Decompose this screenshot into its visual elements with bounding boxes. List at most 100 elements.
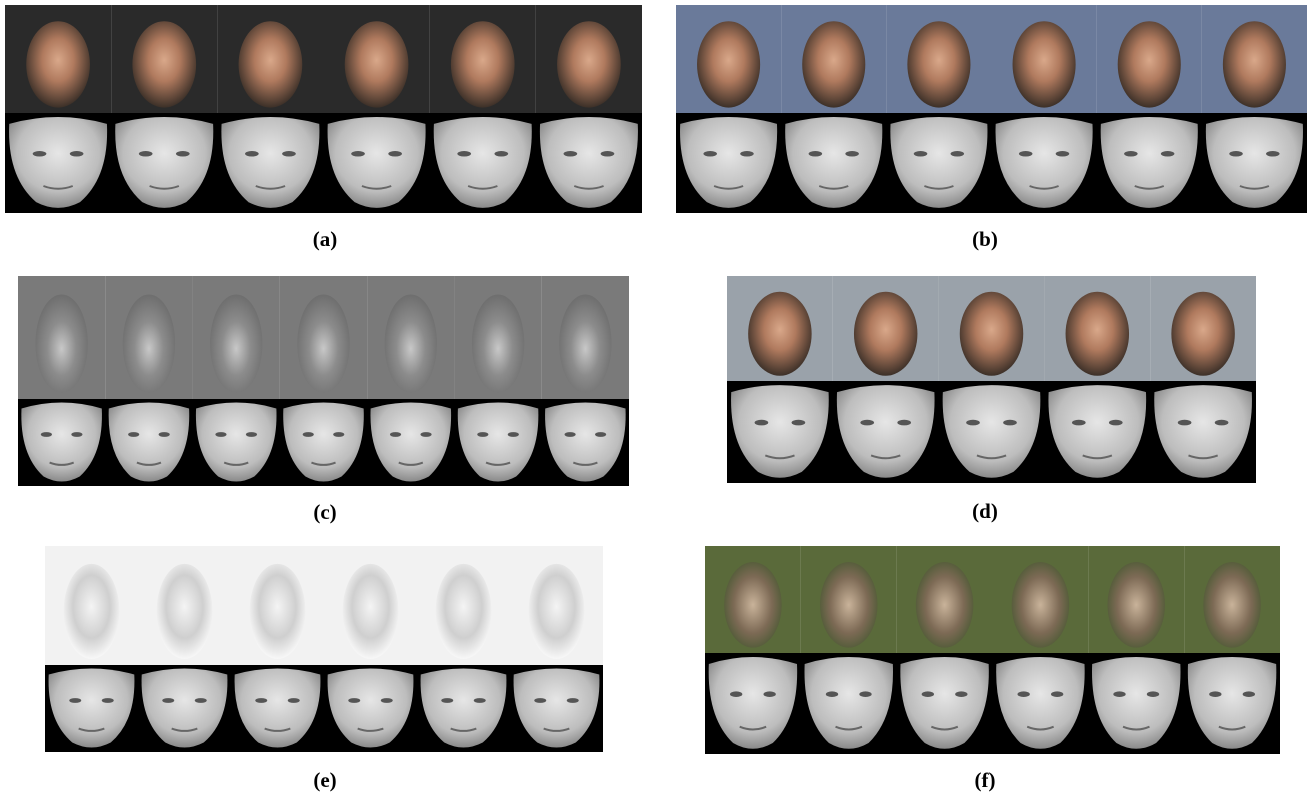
face-eye [1209, 691, 1221, 697]
face-eye [564, 151, 578, 157]
face-eye [1019, 151, 1033, 157]
input-face [345, 21, 409, 107]
input-face [1171, 292, 1234, 376]
input-face [451, 21, 515, 107]
face-eye [1147, 691, 1159, 697]
face-eye [951, 151, 965, 157]
input-face [854, 292, 917, 376]
face-eye [215, 432, 226, 437]
face-eye [474, 698, 486, 703]
face-eye [1056, 151, 1070, 157]
face-eye [303, 432, 314, 437]
face-eye [595, 432, 606, 437]
input-face [64, 564, 120, 659]
input-face [436, 564, 492, 659]
face-eye [102, 698, 114, 703]
face-eye [860, 420, 874, 426]
face-eye [845, 151, 859, 157]
face-eye [159, 432, 170, 437]
panel-label: (a) [313, 227, 338, 251]
face-eye [1266, 151, 1280, 157]
input-face [916, 562, 974, 648]
input-face [35, 294, 87, 392]
image-strip [45, 546, 603, 752]
face-eye [1113, 691, 1125, 697]
input-face [820, 562, 878, 648]
input-face [1118, 21, 1181, 107]
face-eye [1215, 420, 1229, 426]
panel-label: (d) [972, 499, 998, 523]
face-eye [494, 151, 508, 157]
input-face [960, 292, 1023, 376]
face-eye [1051, 691, 1063, 697]
face-eye [1161, 151, 1175, 157]
face-eye [348, 698, 360, 703]
face-eye [730, 691, 742, 697]
input-face [559, 294, 611, 392]
image-strip [705, 546, 1280, 754]
face-eye [740, 151, 754, 157]
face-eye [809, 151, 823, 157]
face-eye [755, 420, 769, 426]
face-eye [255, 698, 267, 703]
face-eye [564, 432, 575, 437]
face-eye [246, 432, 257, 437]
face-eye [139, 151, 153, 157]
face-eye [955, 691, 967, 697]
input-face [132, 21, 196, 107]
input-face [748, 292, 811, 376]
input-face [1012, 562, 1070, 648]
input-face [385, 294, 437, 392]
face-eye [128, 432, 139, 437]
face-eye [162, 698, 174, 703]
face-eye [69, 698, 81, 703]
face-eye [333, 432, 344, 437]
face-eye [1124, 151, 1138, 157]
input-face [1013, 21, 1076, 107]
image-strip [18, 276, 629, 486]
face-eye [897, 420, 911, 426]
face-eye [763, 691, 775, 697]
image-strip [5, 5, 642, 213]
input-face [157, 564, 213, 659]
face-eye [1072, 420, 1086, 426]
input-face [697, 21, 760, 107]
face-eye [477, 432, 488, 437]
face-eye [859, 691, 871, 697]
input-face [472, 294, 524, 392]
input-face [1223, 21, 1286, 107]
input-face [1108, 562, 1166, 648]
face-eye [41, 432, 52, 437]
input-face [1203, 562, 1261, 648]
input-face [250, 564, 306, 659]
face-eye [381, 698, 393, 703]
image-strip [676, 5, 1307, 213]
image-strip [727, 276, 1256, 483]
face-eye [195, 698, 207, 703]
input-face [1066, 292, 1129, 376]
input-face [724, 562, 782, 648]
face-eye [966, 420, 980, 426]
face-eye [176, 151, 190, 157]
face-eye [703, 151, 717, 157]
face-eye [1017, 691, 1029, 697]
face-eye [826, 691, 838, 697]
panel-label: (c) [313, 500, 336, 524]
face-eye [1243, 691, 1255, 697]
input-face [343, 564, 399, 659]
input-face [239, 21, 303, 107]
input-face [26, 21, 90, 107]
panel-label: (e) [313, 768, 336, 792]
face-eye [567, 698, 579, 703]
panel-label: (b) [972, 227, 998, 251]
face-eye [441, 698, 453, 703]
face-eye [245, 151, 259, 157]
face-eye [922, 691, 934, 697]
face-eye [288, 698, 300, 703]
face-eye [71, 432, 82, 437]
face-eye [390, 432, 401, 437]
face-eye [457, 151, 471, 157]
input-face [802, 21, 865, 107]
input-face [210, 294, 262, 392]
face-eye [1178, 420, 1192, 426]
